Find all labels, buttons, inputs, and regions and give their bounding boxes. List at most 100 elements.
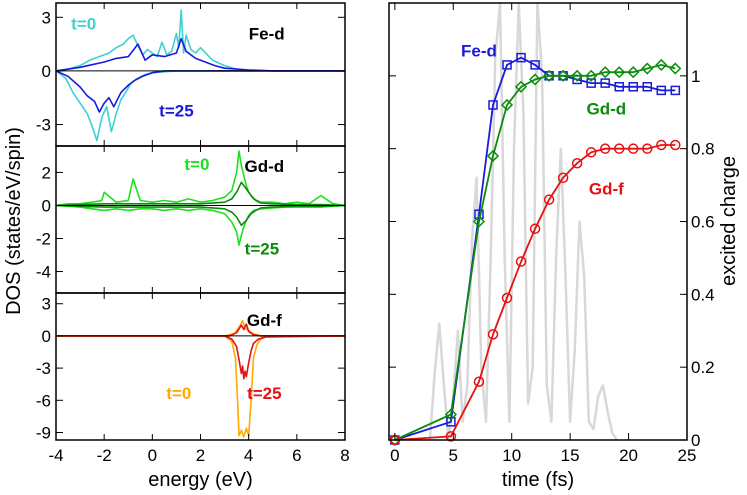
x-tick-label: 25 xyxy=(678,446,697,465)
data-point xyxy=(487,329,499,340)
series-t-25-down xyxy=(56,335,346,380)
data-point xyxy=(445,431,457,442)
series-gd-f xyxy=(389,139,681,446)
series-t-25-up xyxy=(55,37,345,72)
series-t-0-up xyxy=(55,9,345,72)
data-point xyxy=(627,66,640,79)
x-tick-label: 6 xyxy=(292,446,301,465)
series-t-25-down xyxy=(55,204,346,227)
data-point xyxy=(515,256,527,267)
data-point xyxy=(557,69,570,82)
data-point xyxy=(614,82,624,92)
data-point xyxy=(529,223,541,235)
dos-panel-gd-d: 2 0 -2 -4 t=0 Gd-d t=25 xyxy=(36,145,346,294)
data-point xyxy=(514,80,528,93)
data-point xyxy=(613,66,626,79)
data-point xyxy=(557,172,569,184)
data-point xyxy=(670,85,681,96)
data-point xyxy=(669,62,682,75)
data-point xyxy=(473,376,485,387)
data-point xyxy=(502,60,512,70)
y-tick-label: 1 xyxy=(691,67,700,86)
data-point xyxy=(642,143,653,154)
data-point xyxy=(530,60,540,70)
data-point xyxy=(488,100,498,110)
series-label-fe-d: Fe-d xyxy=(461,41,497,60)
data-point xyxy=(444,408,457,421)
x-tick-label: -4 xyxy=(48,446,63,465)
series-t-0-up xyxy=(56,320,345,337)
data-point xyxy=(656,85,667,96)
series-t-25-up xyxy=(56,323,345,337)
series-gd-d xyxy=(388,58,682,447)
y-tick-label: 0.6 xyxy=(691,213,715,232)
y-tick-label: -2 xyxy=(36,229,51,248)
annotation-t-25: t=25 xyxy=(245,239,280,258)
data-point xyxy=(656,139,667,151)
data-point xyxy=(516,52,526,63)
x-tick-label: 0 xyxy=(148,446,157,465)
excited-charge-chart: 0 5 10 15 20 2500.20.40.60.81Fe-dGd-dGd-ftime… xyxy=(388,1,740,491)
series-t-0-down xyxy=(55,70,345,142)
annotation-t-0: t=0 xyxy=(184,155,209,174)
data-point xyxy=(501,292,513,304)
annotation-t-25: t=25 xyxy=(159,101,194,120)
x-axis-label: energy (eV) xyxy=(148,469,253,491)
y-axis-label: DOS (states/eV/spin) xyxy=(3,127,25,315)
y-tick-label: 0 xyxy=(691,431,700,450)
y-tick-label: 3 xyxy=(42,8,51,27)
data-point xyxy=(655,58,668,71)
x-tick-label: 10 xyxy=(502,446,521,465)
series-label-gd-f: Gd-f xyxy=(589,180,624,199)
annotation-t-25: t=25 xyxy=(247,384,282,403)
annotation-t-0: t=0 xyxy=(71,15,96,34)
y-tick-label: -9 xyxy=(36,423,51,442)
x-tick-label: 5 xyxy=(449,446,458,465)
x-tick-label: 8 xyxy=(340,446,349,465)
y-tick-label: 3 xyxy=(42,295,51,314)
y-tick-label: 0.2 xyxy=(691,358,715,377)
y-tick-label: 0.4 xyxy=(691,285,715,304)
annotation-t-0: t=0 xyxy=(166,384,191,403)
laser-pulse xyxy=(428,1,618,442)
data-point xyxy=(670,139,681,151)
series-t-0-down xyxy=(55,204,346,246)
x-tick-label: -2 xyxy=(97,446,112,465)
y-tick-label: 0 xyxy=(42,327,51,346)
y-axis-label: excited charge xyxy=(718,156,740,286)
annotation-fe-d: Fe-d xyxy=(249,24,285,43)
data-point xyxy=(543,194,555,205)
panel-frame xyxy=(55,292,346,441)
data-point xyxy=(642,82,653,92)
y-tick-label: 0 xyxy=(42,62,51,81)
x-tick-label: 2 xyxy=(196,446,205,465)
x-axis-label: time (fs) xyxy=(502,469,574,491)
data-point xyxy=(529,73,542,86)
x-tick-label: 15 xyxy=(561,446,580,465)
y-tick-label: -4 xyxy=(36,263,51,282)
x-tick-label: 20 xyxy=(619,446,638,465)
data-point xyxy=(599,143,611,154)
data-point xyxy=(586,78,596,88)
series-t-0-down xyxy=(56,335,345,438)
data-point xyxy=(486,149,500,163)
y-tick-label: -3 xyxy=(36,116,51,135)
y-tick-label: 0 xyxy=(42,196,51,215)
data-point xyxy=(585,69,598,82)
data-point xyxy=(600,78,610,88)
panel-frame xyxy=(55,2,346,147)
y-tick-label: 0.8 xyxy=(691,140,715,159)
y-tick-label: -3 xyxy=(36,359,51,378)
data-point xyxy=(599,66,612,79)
y-tick-label: 2 xyxy=(42,163,51,182)
data-point xyxy=(613,143,625,154)
dos-chart: 3 0 -3 t=0 t=25 Fe-d 2 0 -2 -4 t=0 Gd-d t=25 3 0 -3 -6 -9… xyxy=(3,2,350,491)
data-point xyxy=(585,147,597,158)
x-tick-label: 0 xyxy=(390,446,399,465)
data-point xyxy=(472,215,486,228)
data-point xyxy=(500,98,514,112)
dos-panel-gd-f: 3 0 -3 -6 -9 Gd-f t=0 t=25 xyxy=(36,292,346,442)
data-point xyxy=(571,157,583,169)
data-point xyxy=(627,143,639,154)
